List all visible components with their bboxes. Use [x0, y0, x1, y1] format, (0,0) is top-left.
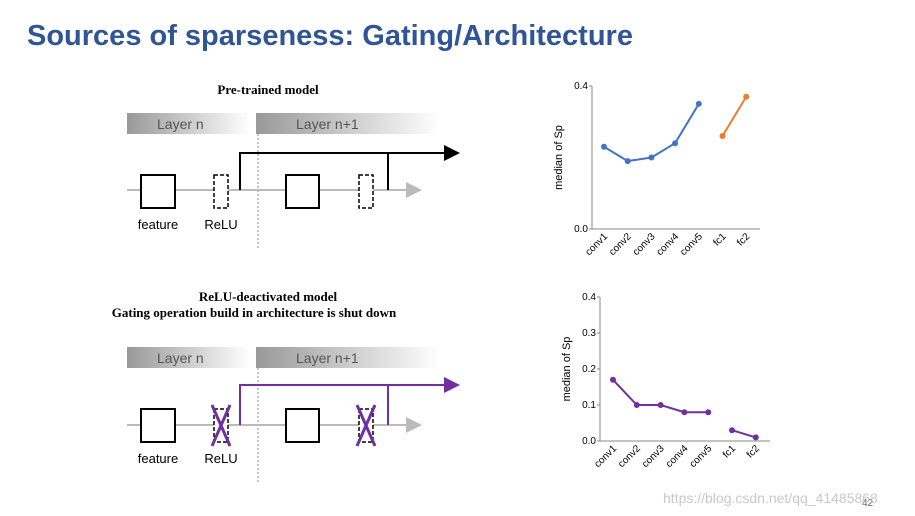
- y-tick-label: 0.4: [574, 81, 588, 92]
- data-point: [752, 434, 759, 441]
- y-tick-label: 0.3: [582, 328, 596, 339]
- data-point: [729, 427, 735, 434]
- layer-bar: [127, 347, 250, 368]
- x-tick-label: conv2: [607, 231, 634, 258]
- gate-cross: [355, 404, 377, 447]
- gate-box: [358, 174, 374, 209]
- x-tick-label: conv5: [678, 231, 705, 258]
- layer-bar: [256, 347, 440, 368]
- gate-label: ReLU: [204, 217, 237, 232]
- feature-box: [285, 408, 320, 443]
- y-axis-label: median of Sp: [553, 125, 565, 190]
- layer-bar: [127, 113, 250, 134]
- data-point: [743, 93, 750, 100]
- x-tick-label: conv1: [592, 443, 619, 470]
- slide-title: Sources of sparseness: Gating/Architectu…: [27, 20, 633, 52]
- x-tick-label: fc1: [721, 443, 739, 461]
- page-number: 42: [862, 498, 874, 509]
- x-tick-label: fc2: [735, 231, 753, 249]
- y-tick-label: 0.0: [582, 436, 596, 447]
- x-tick-label: conv1: [583, 231, 610, 258]
- x-tick-label: conv2: [616, 443, 643, 470]
- layer-label: Layer n: [157, 350, 204, 366]
- series-line: [603, 103, 700, 163]
- feature-box: [140, 408, 176, 443]
- data-point: [705, 409, 712, 416]
- data-point: [648, 154, 655, 161]
- gate-label: ReLU: [204, 451, 237, 466]
- caption: Pre-trained model: [217, 82, 319, 97]
- feature-box: [285, 174, 320, 209]
- skip-path: [239, 377, 460, 425]
- y-tick-label: 0.4: [582, 292, 596, 303]
- layer-bar: [256, 113, 440, 134]
- data-point: [610, 376, 616, 383]
- box-label: feature: [138, 451, 178, 466]
- data-point: [672, 140, 679, 147]
- data-point: [624, 158, 631, 165]
- x-tick-label: fc2: [745, 443, 763, 461]
- layer-label: Layer n+1: [296, 116, 359, 132]
- caption: Gating operation build in architecture i…: [112, 305, 397, 320]
- data-point: [719, 133, 726, 140]
- gate-cross: [210, 404, 232, 447]
- x-tick-label: conv4: [655, 231, 682, 258]
- y-axis-label: median of Sp: [561, 337, 573, 402]
- x-tick-label: conv4: [664, 443, 691, 470]
- skip-path: [239, 145, 460, 190]
- y-tick-label: 0.2: [582, 364, 596, 375]
- box-label: feature: [138, 217, 178, 232]
- x-tick-label: conv3: [631, 231, 658, 258]
- gate-box: [213, 174, 229, 209]
- diagram: Pre-trained model Layer n Layer n+1 feat…: [127, 82, 460, 248]
- x-tick-label: conv3: [640, 443, 667, 470]
- data-point: [695, 100, 702, 107]
- caption: ReLU-deactivated model: [199, 289, 338, 304]
- watermark: https://blog.csdn.net/qq_41485868: [663, 490, 878, 506]
- layer-label: Layer n: [157, 116, 204, 132]
- data-point: [601, 143, 607, 150]
- y-tick-label: 0.1: [582, 400, 596, 411]
- x-tick-label: conv5: [688, 443, 715, 470]
- y-tick-label: 0.0: [574, 224, 588, 235]
- series-line: [721, 96, 748, 137]
- data-point: [681, 409, 688, 416]
- layer-label: Layer n+1: [296, 350, 359, 366]
- data-point: [657, 402, 664, 408]
- diagram: ReLU-deactivated model Gating operation …: [112, 289, 460, 482]
- feature-box: [140, 174, 176, 209]
- x-tick-label: fc1: [711, 231, 729, 249]
- data-point: [633, 402, 640, 408]
- series-line: [731, 429, 757, 439]
